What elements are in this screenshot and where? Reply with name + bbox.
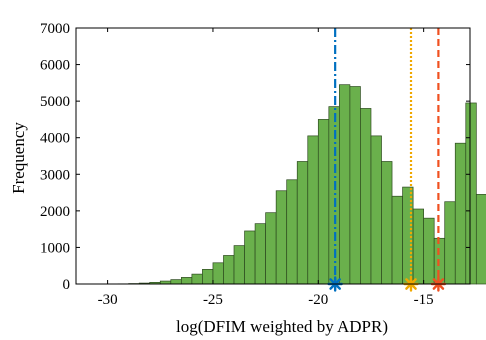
x-tick-label: -25 <box>203 292 223 308</box>
histogram-bar <box>307 135 319 285</box>
histogram-bar <box>423 217 435 285</box>
histogram-bar <box>275 190 288 285</box>
histogram-bar <box>180 277 193 285</box>
histogram-bar <box>254 223 266 285</box>
y-tick-label: 5000 <box>40 94 70 110</box>
histogram-bar <box>360 108 372 285</box>
histogram-bar <box>212 262 224 285</box>
histogram-bar <box>223 255 235 285</box>
histogram-bar <box>465 102 477 285</box>
y-tick-label: 2000 <box>40 204 70 220</box>
histogram-bar <box>475 194 486 285</box>
y-tick-label: 4000 <box>40 131 70 147</box>
histogram-bar <box>286 179 298 285</box>
plot-frame <box>75 27 471 285</box>
y-tick-label: 7000 <box>40 21 70 37</box>
histogram-bar <box>391 195 403 285</box>
histogram-bar <box>349 86 361 285</box>
axes-group: 0 1000 2000 3000 4000 5000 6000 7000 -30 -25 -20 -1… <box>40 21 471 308</box>
histogram-bar <box>202 269 214 285</box>
x-tick-label: -20 <box>308 292 328 308</box>
y-tick-label: 1000 <box>40 240 70 256</box>
x-tick-label: -15 <box>414 292 434 308</box>
histogram-bar <box>381 161 393 285</box>
reference-lines-group <box>334 28 440 284</box>
y-tick-label: 0 <box>63 277 71 293</box>
histogram-bar <box>296 161 309 285</box>
y-tick-label: 6000 <box>40 58 70 74</box>
histogram-bar <box>265 212 277 285</box>
bars-group <box>107 84 486 285</box>
histogram-bar <box>317 119 330 285</box>
histogram-bar <box>233 245 245 285</box>
histogram-bar <box>339 84 351 285</box>
x-axis-label: log(DFIM weighted by ADPR) <box>176 317 388 336</box>
histogram-bar <box>170 279 182 285</box>
y-tick-label: 3000 <box>40 167 70 183</box>
x-tick-label: -30 <box>98 292 118 308</box>
histogram-bar <box>244 230 256 285</box>
histogram-bar <box>412 208 424 285</box>
histogram-bar <box>370 135 382 285</box>
histogram-bar <box>191 273 203 285</box>
histogram-bar <box>444 201 456 285</box>
histogram-bar <box>454 142 467 285</box>
y-axis-label: Frequency <box>9 122 28 194</box>
